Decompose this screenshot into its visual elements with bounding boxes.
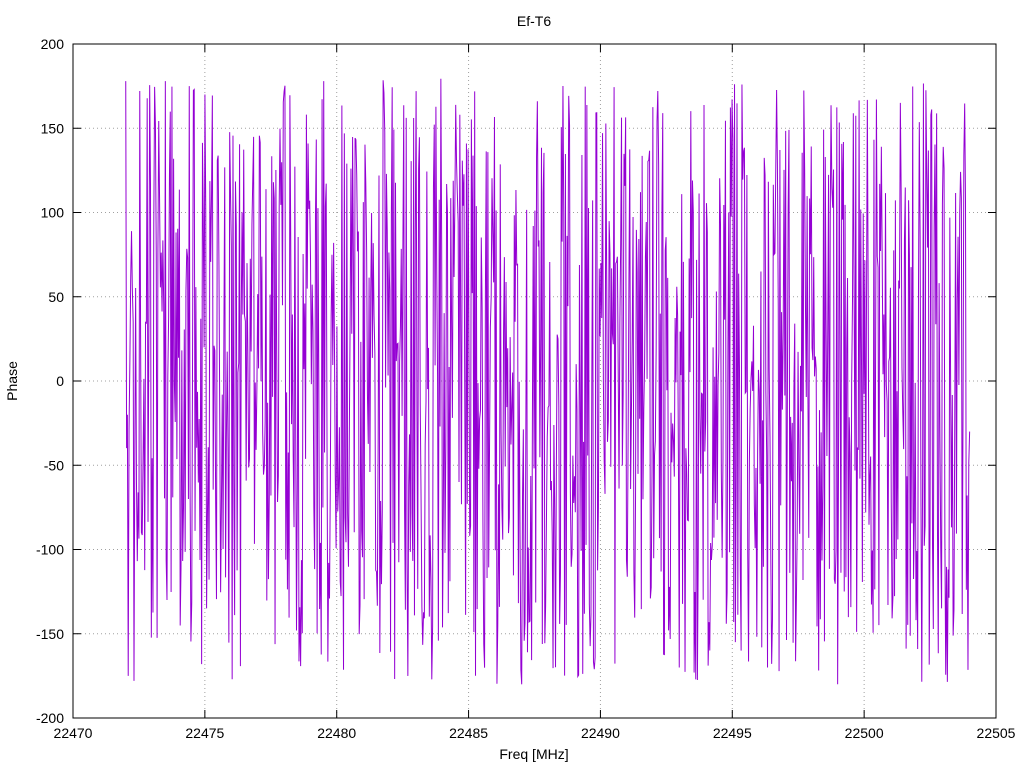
y-tick-label: 200: [41, 36, 65, 52]
x-tick-label: 22490: [581, 725, 620, 741]
x-tick-label: 22505: [977, 725, 1016, 741]
y-tick-label: -50: [44, 457, 64, 473]
x-tick-label: 22500: [845, 725, 884, 741]
y-tick-label: 0: [56, 373, 64, 389]
y-tick-label: -100: [36, 542, 64, 558]
x-tick-label: 22480: [317, 725, 356, 741]
y-tick-label: 150: [41, 120, 65, 136]
series-line: [125, 78, 971, 685]
y-axis-label: Phase: [4, 361, 20, 401]
y-tick-label: 50: [48, 289, 64, 305]
x-axis-label: Freq [MHz]: [499, 746, 568, 762]
x-tick-label: 22485: [449, 725, 488, 741]
x-tick-label: 22475: [185, 725, 224, 741]
y-tick-label: 100: [41, 205, 65, 221]
x-tick-label: 22470: [54, 725, 93, 741]
ticks: 22470 22475 22480 22485 22490 22495 22500 22505…: [36, 36, 1016, 741]
x-tick-label: 22495: [713, 725, 752, 741]
y-tick-label: -200: [36, 710, 64, 726]
data-layer: [125, 78, 971, 685]
chart-title: Ef-T6: [517, 13, 551, 29]
y-tick-label: -150: [36, 626, 64, 642]
